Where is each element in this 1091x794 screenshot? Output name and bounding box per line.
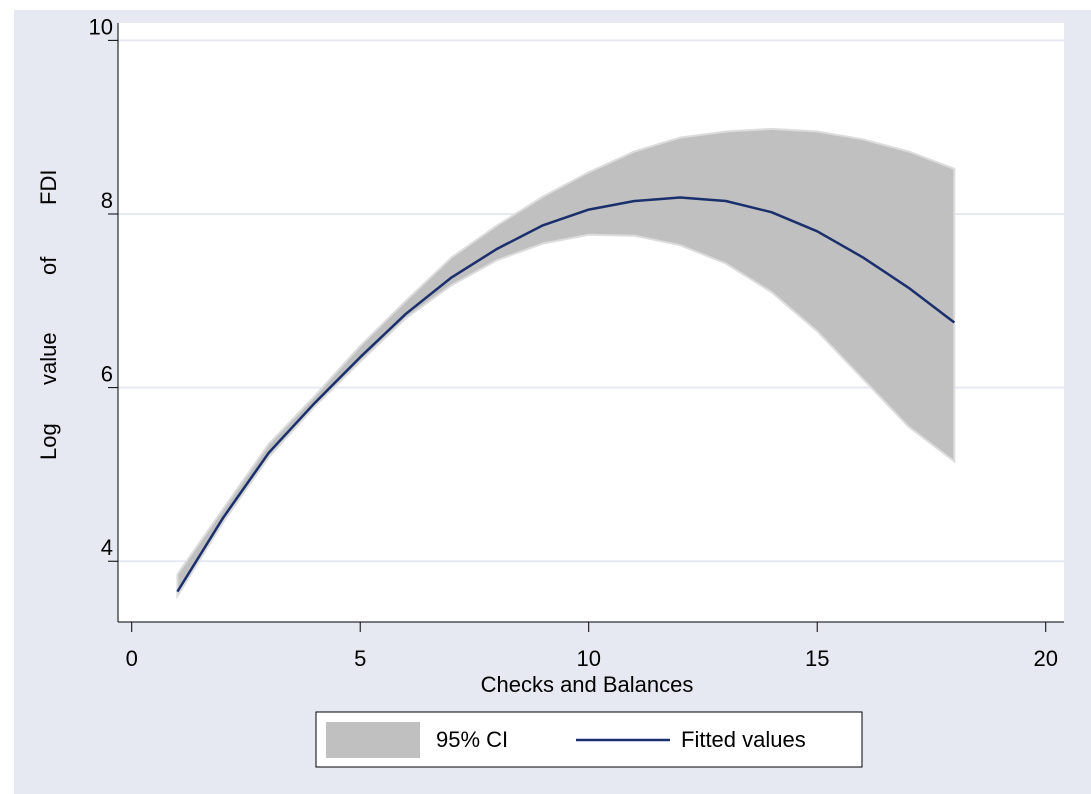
y-axis-title-word-1: value — [36, 332, 61, 385]
legend-swatch-ci — [326, 722, 420, 758]
x-tick-label-2: 10 — [576, 646, 600, 671]
fitted-line-group — [176, 196, 956, 593]
axes — [117, 23, 1064, 623]
x-tick-label-1: 5 — [354, 646, 366, 671]
x-tick-label-4: 20 — [1033, 646, 1057, 671]
y-ticks: 4 6 8 10 — [89, 14, 118, 562]
legend-label-fitted: Fitted values — [681, 727, 806, 752]
legend: 95% CI Fitted values — [315, 711, 863, 768]
y-axis-title-word-3: FDI — [36, 170, 61, 205]
x-tick-label-0: 0 — [126, 646, 138, 671]
y-tick-label-3: 10 — [89, 14, 113, 39]
x-tick-label-3: 15 — [805, 646, 829, 671]
confidence-band-group — [176, 127, 956, 600]
y-axis-title-word-2: of — [36, 256, 61, 275]
y-axis-title-word-0: Log — [36, 423, 61, 460]
y-tick-label-2: 8 — [101, 188, 113, 213]
y-axis-title: Log value of FDI — [36, 170, 61, 460]
legend-label-ci: 95% CI — [436, 727, 508, 752]
x-ticks: 0 5 10 15 20 — [126, 622, 1058, 671]
y-tick-label-0: 4 — [101, 535, 113, 560]
ci-band — [176, 127, 956, 600]
y-tick-label-1: 6 — [101, 362, 113, 387]
fitted-line — [176, 196, 956, 593]
x-axis-title: Checks and Balances — [481, 672, 694, 697]
